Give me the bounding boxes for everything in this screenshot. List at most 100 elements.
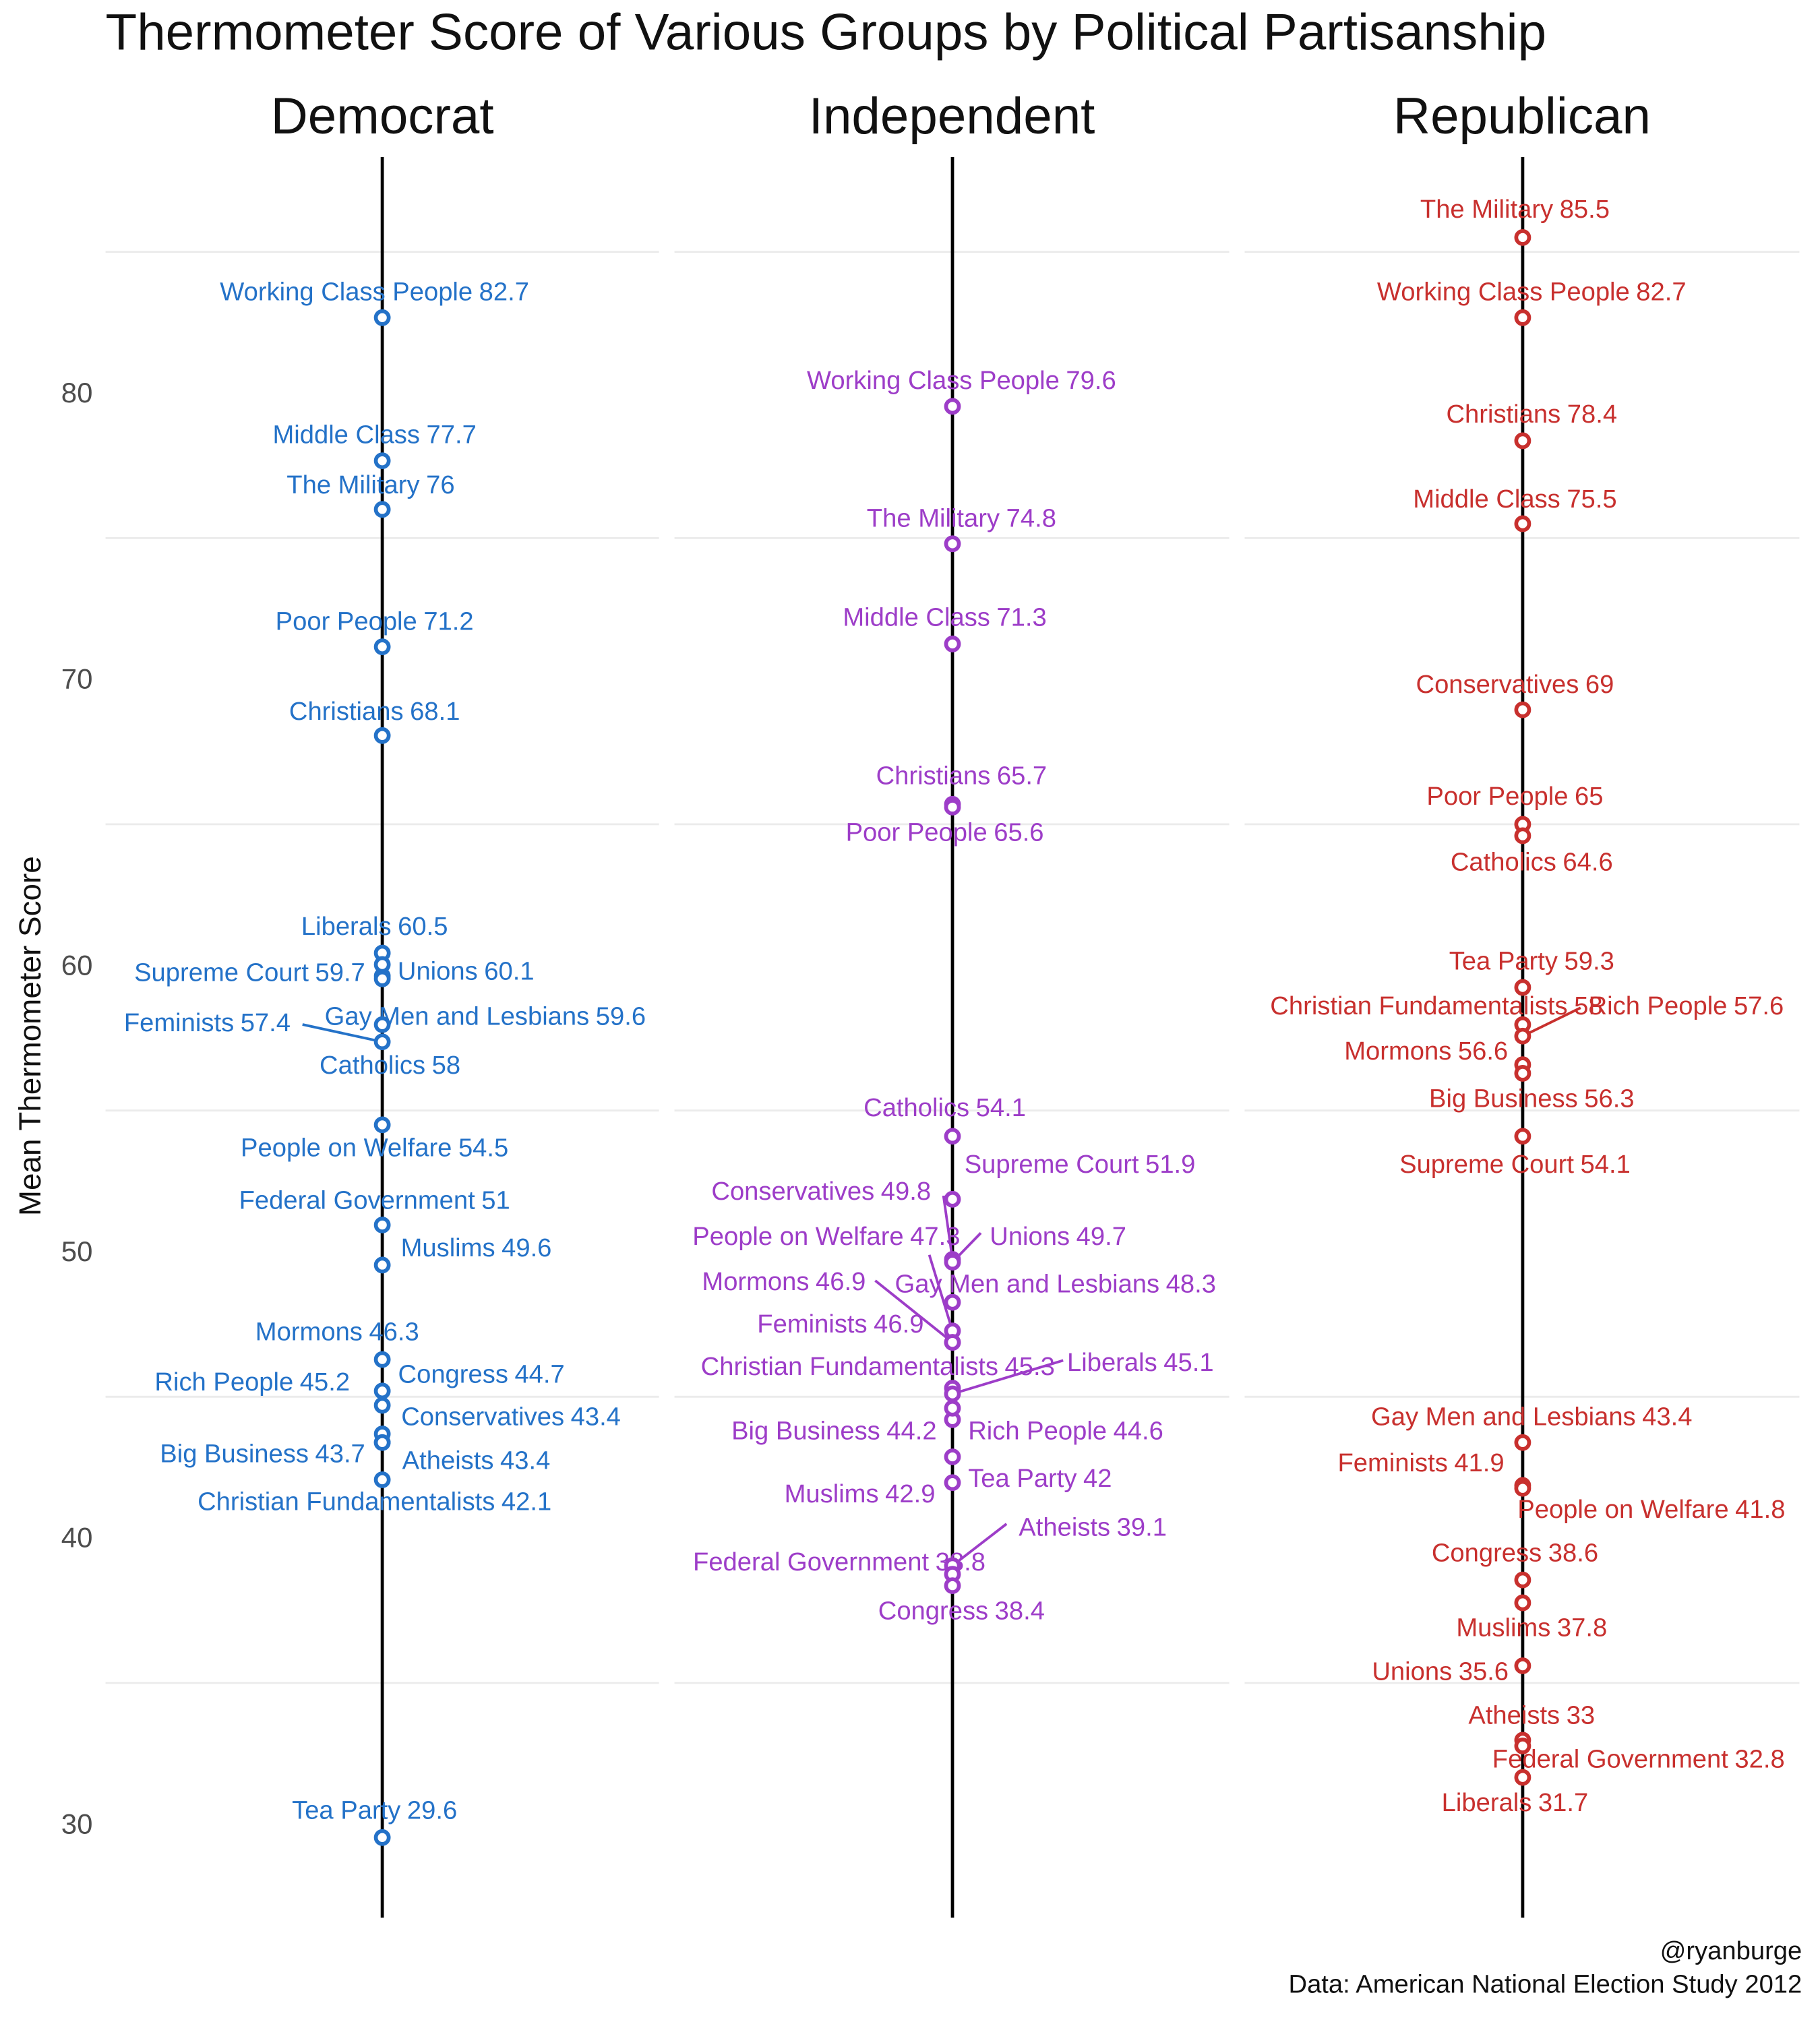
point-label-name: Poor People bbox=[276, 607, 417, 636]
point-label-name: Christians bbox=[1446, 400, 1560, 429]
point-label: Middle Class 77.7 bbox=[272, 420, 476, 449]
facet-label: Independent bbox=[809, 88, 1095, 145]
point-label: Gay Men and Lesbians 43.4 bbox=[1371, 1402, 1692, 1431]
point-label-value: 43.4 bbox=[1642, 1402, 1692, 1431]
point-label: Working Class People 82.7 bbox=[1377, 278, 1687, 307]
point-label-name: Mormons bbox=[1344, 1037, 1451, 1066]
y-tick-label: 60 bbox=[61, 949, 93, 981]
point-label: Working Class People 82.7 bbox=[220, 278, 529, 307]
point bbox=[373, 309, 391, 326]
point-label-value: 33 bbox=[1567, 1701, 1595, 1729]
point-label: Christian Fundamentalists 42.1 bbox=[198, 1487, 551, 1516]
point-label: Tea Party 29.6 bbox=[292, 1796, 457, 1825]
point-label-name: Tea Party bbox=[292, 1796, 401, 1825]
point-label-value: 42.1 bbox=[502, 1487, 551, 1516]
point-label-name: Atheists bbox=[1019, 1513, 1110, 1542]
point bbox=[373, 1033, 391, 1051]
point-label-name: Conservatives bbox=[711, 1177, 874, 1206]
point-label-name: Federal Government bbox=[239, 1186, 475, 1215]
point-label-value: 38.6 bbox=[1548, 1539, 1598, 1568]
point bbox=[944, 535, 961, 553]
point bbox=[944, 636, 961, 652]
point-label-name: Big Business bbox=[160, 1440, 309, 1469]
point-label-name: Big Business bbox=[1429, 1084, 1578, 1113]
point bbox=[373, 1116, 391, 1134]
point-label: Mormons 56.6 bbox=[1344, 1037, 1508, 1066]
point-label: Tea Party 59.3 bbox=[1449, 946, 1614, 975]
point-label: Big Business 44.2 bbox=[731, 1416, 937, 1445]
point bbox=[373, 1351, 391, 1368]
point-label-value: 44.6 bbox=[1114, 1416, 1163, 1445]
point-label-name: Liberals bbox=[1067, 1348, 1157, 1377]
point-label-name: Feminists bbox=[124, 1008, 234, 1037]
y-axis-label: Mean Thermometer Score bbox=[13, 856, 47, 1216]
point bbox=[944, 1254, 961, 1271]
point bbox=[1514, 1769, 1531, 1786]
point-label-value: 47.3 bbox=[910, 1222, 960, 1251]
point bbox=[1514, 432, 1531, 450]
point-label-value: 46.3 bbox=[369, 1317, 419, 1346]
point bbox=[1514, 1594, 1531, 1612]
point-label: Tea Party 42 bbox=[968, 1464, 1112, 1493]
point-label: Liberals 31.7 bbox=[1442, 1788, 1589, 1817]
point-label: Catholics 54.1 bbox=[863, 1093, 1026, 1122]
point-label-value: 57.6 bbox=[1734, 991, 1784, 1020]
point bbox=[1514, 1128, 1531, 1145]
point-label-name: Feminists bbox=[1337, 1448, 1447, 1477]
point-label-name: Working Class People bbox=[1377, 278, 1630, 307]
connector bbox=[952, 1359, 1064, 1395]
point-label-name: Feminists bbox=[757, 1310, 867, 1339]
point bbox=[373, 1434, 391, 1451]
point-label: Rich People 44.6 bbox=[968, 1416, 1163, 1445]
connector bbox=[951, 1523, 1008, 1567]
point-label-name: Christian Fundamentalists bbox=[701, 1352, 998, 1381]
point-label-name: Middle Class bbox=[272, 420, 420, 449]
point-label-value: 35.6 bbox=[1459, 1657, 1509, 1686]
point-label: Rich People 45.2 bbox=[154, 1368, 350, 1397]
point bbox=[944, 1334, 961, 1351]
point-label: Feminists 46.9 bbox=[757, 1310, 923, 1339]
point-label-value: 54.1 bbox=[1581, 1150, 1631, 1179]
point-label-value: 41.9 bbox=[1454, 1448, 1504, 1477]
point bbox=[1514, 827, 1531, 845]
point-label-name: Congress bbox=[398, 1359, 508, 1388]
point-label-value: 82.7 bbox=[1636, 278, 1686, 307]
point-label-name: Congress bbox=[1432, 1539, 1542, 1568]
point-label-value: 54.5 bbox=[458, 1133, 508, 1162]
point-label: Federal Government 51 bbox=[239, 1186, 510, 1215]
point-label-value: 64.6 bbox=[1563, 847, 1612, 876]
point-label-name: People on Welfare bbox=[1517, 1495, 1728, 1524]
point-label-name: People on Welfare bbox=[241, 1133, 452, 1162]
point-label-value: 42.9 bbox=[885, 1479, 935, 1508]
point-label-name: Christian Fundamentalists bbox=[1270, 991, 1567, 1020]
point-label-name: Supreme Court bbox=[134, 958, 309, 987]
point bbox=[373, 1256, 391, 1274]
point-label-name: Federal Government bbox=[693, 1548, 929, 1576]
point bbox=[373, 970, 391, 987]
point-label-value: 58 bbox=[432, 1051, 460, 1080]
point-label: Atheists 43.4 bbox=[402, 1446, 551, 1475]
point-label-name: Catholics bbox=[320, 1051, 425, 1080]
point-label-value: 51.9 bbox=[1145, 1150, 1195, 1179]
point-label: Poor People 65.6 bbox=[846, 818, 1044, 847]
point-label-name: Rich People bbox=[154, 1368, 293, 1397]
point-label: Atheists 33 bbox=[1468, 1701, 1595, 1729]
point-label: The Military 85.5 bbox=[1420, 195, 1610, 224]
point-label-name: Federal Government bbox=[1492, 1744, 1728, 1773]
point-label-name: Christians bbox=[289, 697, 404, 726]
point-label-value: 59.6 bbox=[596, 1002, 646, 1031]
connector bbox=[302, 1023, 383, 1043]
point-label: Christian Fundamentalists 58 bbox=[1270, 991, 1602, 1020]
point bbox=[1514, 1571, 1531, 1589]
point bbox=[944, 1448, 961, 1465]
point-label-value: 43.4 bbox=[500, 1446, 550, 1475]
point-label-value: 69 bbox=[1585, 670, 1614, 699]
point-label-value: 49.6 bbox=[502, 1233, 551, 1262]
point-label-name: Muslims bbox=[401, 1233, 495, 1262]
point-label: Conservatives 49.8 bbox=[711, 1177, 931, 1206]
point-label-name: Working Class People bbox=[220, 278, 473, 307]
point-label-name: Mormons bbox=[255, 1317, 363, 1346]
y-tick-label: 50 bbox=[61, 1235, 93, 1267]
point-label-name: Catholics bbox=[1451, 847, 1556, 876]
connector bbox=[1522, 1006, 1581, 1037]
